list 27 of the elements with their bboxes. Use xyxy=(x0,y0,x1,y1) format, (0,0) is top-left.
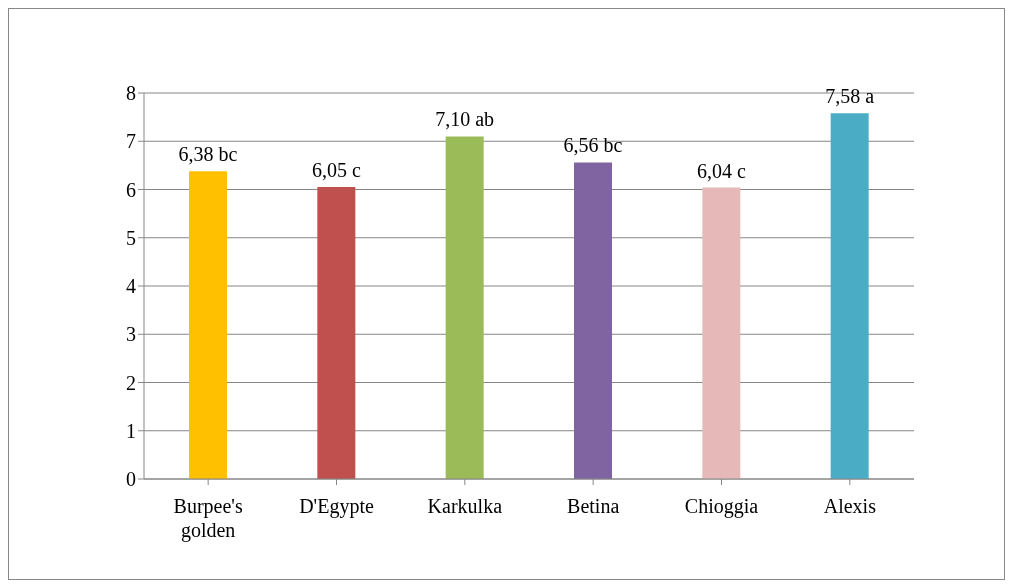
data-label: 7,10 ab xyxy=(435,108,495,131)
y-tick-label: 4 xyxy=(126,275,136,298)
bar xyxy=(702,187,741,479)
y-tick-label: 6 xyxy=(126,178,136,201)
y-tick-label: 1 xyxy=(126,419,136,442)
y-tick-label: 0 xyxy=(126,468,136,491)
bar xyxy=(574,162,612,479)
x-tick-label: Alexis xyxy=(823,495,877,517)
bar xyxy=(317,187,356,479)
x-tick-label: Betina xyxy=(567,495,620,517)
bar xyxy=(189,171,227,479)
bar xyxy=(445,136,484,479)
bar xyxy=(830,113,869,479)
data-label: 6,04 c xyxy=(696,159,746,182)
x-tick-label: Burpee's golden xyxy=(173,495,243,542)
y-tick-label: 8 xyxy=(126,82,136,105)
data-label: 6,56 bc xyxy=(563,134,623,157)
data-label: 7,58 a xyxy=(825,85,875,108)
x-tick-label: D'Egypte xyxy=(299,495,374,518)
y-tick-label: 2 xyxy=(126,371,136,394)
y-tick-label: 7 xyxy=(126,130,136,153)
x-tick-label: Chioggia xyxy=(684,495,759,518)
y-tick-label: 3 xyxy=(126,323,136,346)
data-label: 6,38 bc xyxy=(178,143,238,166)
x-tick-label: Karkulka xyxy=(427,495,503,517)
y-tick-label: 5 xyxy=(126,226,136,249)
data-label: 6,05 c xyxy=(311,159,361,182)
